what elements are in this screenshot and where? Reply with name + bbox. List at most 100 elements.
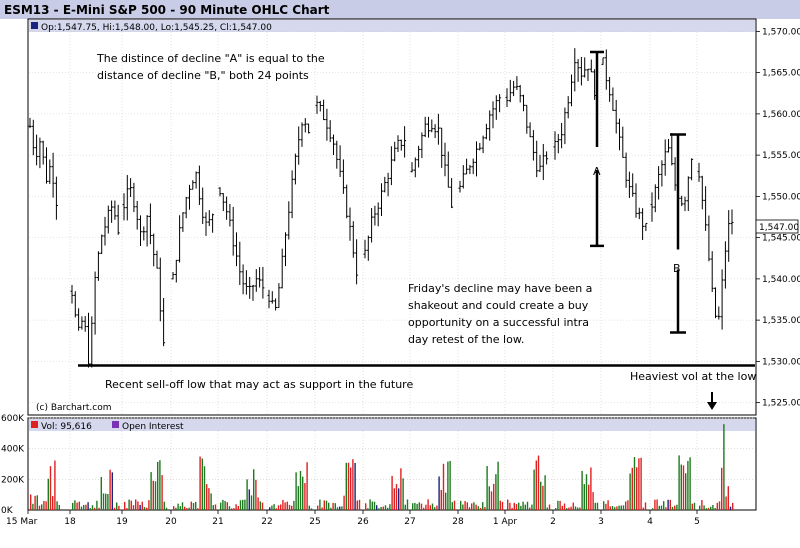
volume-bar bbox=[188, 507, 190, 510]
ohlc-bar bbox=[152, 233, 156, 267]
ohlc-legend: Op:1,547.75, Hi:1,548.00, Lo:1,545.25, C… bbox=[41, 23, 272, 33]
volume-bar bbox=[640, 457, 642, 510]
volume-bar bbox=[328, 502, 330, 510]
ohlc-bar bbox=[267, 289, 271, 309]
volume-bar bbox=[161, 475, 163, 510]
ohlc-bar bbox=[338, 145, 342, 178]
volume-bar bbox=[436, 505, 438, 510]
volume-bar bbox=[511, 507, 513, 510]
volume-bar bbox=[177, 503, 179, 510]
down-arrow-icon bbox=[707, 392, 717, 410]
ohlc-bar bbox=[204, 212, 208, 236]
volume-bar bbox=[518, 502, 520, 510]
volume-bar bbox=[325, 500, 328, 510]
volume-bar bbox=[495, 474, 497, 510]
ohlc-bar bbox=[723, 241, 727, 289]
volume-bar bbox=[642, 507, 644, 510]
volume-bar bbox=[165, 507, 168, 510]
volume-bar bbox=[345, 462, 347, 510]
ohlc-bar bbox=[508, 79, 512, 103]
oi-legend: Open Interest bbox=[122, 422, 184, 432]
volume-bar bbox=[373, 501, 376, 510]
volume-bar bbox=[148, 500, 150, 510]
ohlc-bar bbox=[290, 170, 294, 219]
volume-bar bbox=[493, 483, 495, 510]
ohlc-bar bbox=[618, 118, 621, 151]
volume-bar bbox=[671, 506, 674, 510]
volume-bar bbox=[214, 504, 217, 510]
volume-bar bbox=[559, 500, 561, 510]
volume-bar bbox=[660, 505, 663, 510]
volume-bar bbox=[179, 506, 181, 510]
x-tick-label: 26 bbox=[357, 517, 369, 527]
volume-bar bbox=[644, 502, 647, 510]
volume-bar bbox=[616, 506, 618, 510]
volume-bar bbox=[91, 505, 94, 510]
current-price-label: 1,547.00 bbox=[759, 223, 799, 233]
ohlc-bar bbox=[570, 74, 573, 107]
volume-bar bbox=[479, 507, 482, 510]
volume-bar bbox=[184, 506, 186, 510]
volume-bar bbox=[113, 507, 116, 510]
ohlc-bar bbox=[494, 95, 498, 120]
volume-bar bbox=[38, 505, 41, 510]
ohlc-bar bbox=[399, 139, 403, 151]
volume-bar bbox=[535, 460, 537, 510]
volume-bar bbox=[703, 505, 705, 510]
volume-bar bbox=[275, 508, 277, 510]
volume-bar bbox=[568, 507, 570, 510]
volume-bar bbox=[293, 500, 295, 510]
volume-bar bbox=[124, 501, 126, 510]
ohlc-bar bbox=[293, 153, 297, 185]
volume-bar bbox=[378, 508, 380, 510]
volume-bar bbox=[627, 500, 629, 510]
ohlc-bar bbox=[93, 271, 97, 335]
volume-bar bbox=[529, 507, 531, 510]
volume-bar bbox=[54, 460, 56, 510]
volume-bar bbox=[718, 501, 721, 510]
volume-bar bbox=[609, 506, 611, 510]
ohlc-bar bbox=[113, 200, 117, 220]
volume-axis: 0K 200K 400K 600K bbox=[1, 414, 25, 516]
ohlc-bar bbox=[231, 206, 235, 256]
volume-bar bbox=[146, 507, 148, 510]
ohlc-bar bbox=[235, 232, 238, 267]
volume-bar bbox=[716, 502, 718, 510]
volume-bar bbox=[365, 503, 367, 510]
ohlc-bar bbox=[335, 140, 339, 169]
ohlc-bar bbox=[284, 232, 287, 267]
ohlc-legend-bar bbox=[29, 20, 755, 32]
heaviest-vol-note: Heaviest vol at the low bbox=[630, 370, 756, 383]
volume-bar bbox=[376, 505, 378, 510]
volume-bar bbox=[440, 489, 442, 510]
volume-bar bbox=[712, 504, 714, 510]
volume-bar bbox=[663, 501, 665, 510]
volume-bar bbox=[87, 502, 89, 510]
volume-bar bbox=[163, 501, 165, 510]
volume-bar bbox=[572, 502, 574, 510]
volume-bar bbox=[507, 499, 509, 510]
ohlc-bar bbox=[51, 152, 55, 198]
ohlc-bar bbox=[730, 209, 734, 235]
ohlc-bar bbox=[188, 184, 191, 210]
volume-bar bbox=[105, 493, 107, 510]
volume-bar bbox=[116, 502, 118, 510]
volume-bar bbox=[74, 500, 76, 510]
volume-bar bbox=[721, 467, 723, 510]
ohlc-bar bbox=[512, 80, 516, 97]
ohlc-bar bbox=[505, 88, 509, 108]
volume-bar bbox=[594, 502, 596, 510]
volume-bar bbox=[78, 501, 80, 510]
annotation-markers bbox=[78, 50, 755, 367]
price-tick-label: 1,565.00 bbox=[762, 69, 800, 79]
ohlc-bar bbox=[528, 122, 532, 138]
volume-bar bbox=[625, 501, 627, 510]
ohlc-bar bbox=[345, 184, 349, 219]
volume-bar bbox=[239, 500, 242, 510]
volume-bar bbox=[658, 505, 660, 510]
volume-bar bbox=[336, 507, 339, 510]
ohlc-bar bbox=[556, 134, 560, 154]
label-a: A bbox=[593, 165, 601, 178]
volume-bar bbox=[395, 484, 398, 510]
volume-bar bbox=[384, 505, 387, 510]
